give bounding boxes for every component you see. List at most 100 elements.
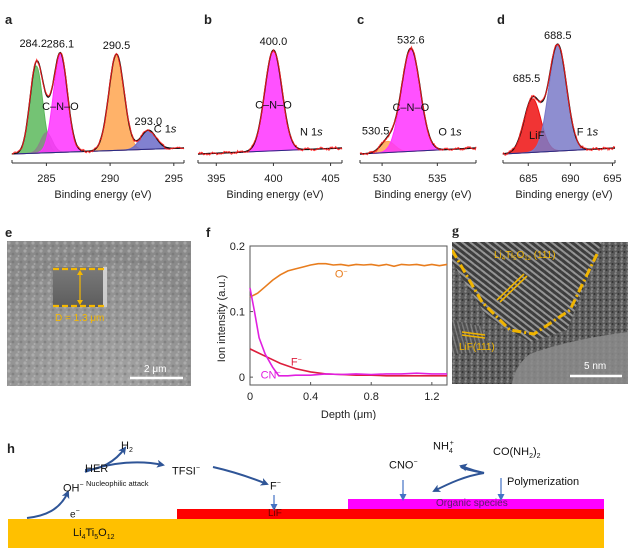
panel-letter-c: c <box>357 12 365 27</box>
y-tick-label-0.1: 0.1 <box>230 307 245 319</box>
peak-label-a-2: 286.1 <box>47 39 75 51</box>
x-axis-label-d: Binding energy (eV) <box>515 189 612 201</box>
xps-spectra-row: 284.2 286.1 290.5 293.0 C–N–O C 1s 285 290 295 Bi… <box>11 30 622 201</box>
x-tick-label-b-395: 395 <box>207 173 225 185</box>
depth-label: D = 1.3 μm <box>55 313 104 324</box>
tof-sims-depth-profile-chart: 0 0.1 0.2 0 0.4 0.8 1.2 Depth (μm) Ion intensity… <box>216 241 448 420</box>
core-level-label-d: F 1s <box>577 126 599 138</box>
cyanate-label: CNO− <box>389 459 418 472</box>
y-tick-label-0: 0 <box>239 372 245 384</box>
sem-image: D = 1.3 μm 2 μm <box>7 241 191 386</box>
tfsi-to-fluoride-arrow <box>212 466 269 486</box>
x-tick-label-d-695: 695 <box>603 173 621 185</box>
panel-letter-d: d <box>497 12 505 27</box>
hydroxide-label: OH− <box>63 482 84 495</box>
ammonium-label: NH4+ <box>433 440 454 455</box>
peak-label-a-3: 290.5 <box>103 40 131 52</box>
electron-arrow <box>26 490 70 519</box>
baseline-a <box>11 147 185 155</box>
bond-annotation-d: LiF <box>529 130 545 142</box>
core-level-label-b: N 1s <box>300 126 323 138</box>
nucleophilic-attack-label: Nucleophilic attack <box>86 479 149 488</box>
series-label-f: F− <box>291 356 302 368</box>
x-tick-label-1.2: 1.2 <box>424 391 439 403</box>
tfsi-label: TFSI− <box>172 465 200 478</box>
lto-fringe-marker-2 <box>499 275 528 303</box>
bond-annotation-a: C–N–O <box>42 101 79 113</box>
h2-label: H2 <box>121 440 133 455</box>
hrtem-image: Li4Ti5O12 (111) LiF(111) 5 nm <box>452 242 628 384</box>
xps-chart-c: 530.5 532.6 C–N–O O 1s 530 535 Binding energy … <box>359 34 477 201</box>
peak-label-c-0: 530.5 <box>362 126 390 138</box>
x-tick-label-d-690: 690 <box>561 173 579 185</box>
xps-chart-b: 400.0 C–N–O N 1s 395 400 405 Binding energy (e… <box>197 36 343 201</box>
x-tick-label-a-295: 295 <box>165 173 183 185</box>
raw-spectrum-b <box>197 48 343 156</box>
nucleophilic-attack-arrow <box>84 459 165 473</box>
peak-label-a-4: 293.0 <box>135 116 163 128</box>
raw-spectrum-c <box>359 45 477 156</box>
urea-to-cyanate-arrow <box>432 472 485 492</box>
series-label-cn: CN− <box>261 369 281 381</box>
her-label: HER <box>85 463 109 475</box>
x-axis-label-b: Binding energy (eV) <box>226 189 323 201</box>
lif-111-label: LiF(111) <box>459 342 495 353</box>
series-line-o-minus <box>249 262 448 298</box>
x-tick-label-a-290: 290 <box>101 173 119 185</box>
series-line-cn-minus <box>249 287 447 377</box>
raw-spectrum-d <box>502 43 616 156</box>
hrtem-image-graphic: Li4Ti5O12 (111) LiF(111) 5 nm <box>452 242 628 384</box>
lto-boundary-line <box>452 249 599 336</box>
panel-letter-e: e <box>5 225 13 240</box>
bond-annotation-b: C–N–O <box>255 99 292 111</box>
lto-substrate-layer <box>8 519 604 548</box>
lif-fringe-marker-1 <box>461 331 486 336</box>
bond-annotation-c: C–N–O <box>392 102 429 114</box>
lif-layer-label: LiF <box>268 508 282 519</box>
core-level-label-c: O 1s <box>438 126 462 138</box>
raw-spectrum-a <box>11 52 185 155</box>
electron-label: e− <box>70 508 80 521</box>
peak-label-d-1: 688.5 <box>544 30 572 42</box>
x-axis-label: Depth (μm) <box>321 409 376 420</box>
xps-chart-d: 685.5 688.5 LiF F 1s 685 690 695 Binding energy… <box>502 30 622 201</box>
xps-chart-a: 284.2 286.1 290.5 293.0 C–N–O C 1s 285 290 295 Bi… <box>11 38 185 201</box>
x-tick-label-0: 0 <box>247 391 253 403</box>
x-tick-label-d-685: 685 <box>519 173 537 185</box>
sem-image-graphic: D = 1.3 μm 2 μm <box>7 241 191 386</box>
organic-species-label: Organic species <box>436 498 508 509</box>
x-tick-label-b-400: 400 <box>264 173 282 185</box>
peak-label-d-0: 685.5 <box>513 73 541 85</box>
x-tick-label-a-285: 285 <box>37 173 55 185</box>
series-label-o: O− <box>335 268 348 280</box>
x-tick-label-0.4: 0.4 <box>303 391 318 403</box>
urea-to-ammonium-arrow <box>459 463 485 474</box>
panel-letter-h: h <box>7 441 15 456</box>
panel-letter-f: f <box>206 225 211 240</box>
peak-label-b-0: 400.0 <box>260 36 288 48</box>
core-level-label-a: C 1s <box>154 124 177 136</box>
x-tick-label-b-405: 405 <box>321 173 339 185</box>
sei-formation-schematic <box>8 446 604 548</box>
lto-111-label: Li4Ti5O12 (111) <box>494 250 556 262</box>
lto-layer-label: Li4Ti5O12 <box>73 527 115 542</box>
y-axis-label: Ion intensity (a.u.) <box>216 275 228 362</box>
panel-letter-g: g <box>452 224 459 239</box>
x-tick-label-0.8: 0.8 <box>364 391 379 403</box>
panel-letter-b: b <box>204 12 212 27</box>
x-tick-label-c-535: 535 <box>428 173 446 185</box>
organic-species-layer <box>348 499 604 509</box>
polymerization-label: Polymerization <box>507 476 580 488</box>
scale-bar-label: 2 μm <box>144 364 166 375</box>
lif-fringe-marker-2 <box>461 334 486 339</box>
peak-label-c-1: 532.6 <box>397 34 425 46</box>
fluoride-label: F− <box>270 480 281 493</box>
scale-bar-label: 5 nm <box>584 361 606 372</box>
urea-label: CO(NH2)2 <box>493 446 541 461</box>
lif-layer <box>177 509 604 519</box>
x-tick-label-c-530: 530 <box>373 173 391 185</box>
plot-frame <box>249 245 448 386</box>
y-tick-label-0.2: 0.2 <box>230 241 245 253</box>
peak-label-a-0: 284.2 <box>19 38 47 50</box>
lto-fringe-marker-1 <box>496 273 525 301</box>
